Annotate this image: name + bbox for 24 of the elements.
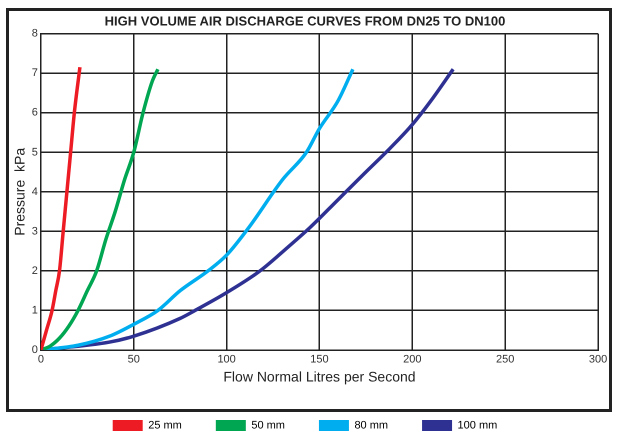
line-series [40,67,160,350]
y-tick-label: 7 [32,67,38,80]
y-tick-label: 4 [32,186,38,198]
legend-label: 100 mm [458,420,498,432]
x-axis-title: Flow Normal Litres per Second [223,368,416,384]
y-tick-label: 6 [32,106,38,119]
x-tick-label: 300 [588,354,608,366]
line-series [40,65,82,350]
y-tick-label: 1 [32,304,38,316]
legend-label: 25 mm [148,420,182,432]
x-tick-label: 250 [496,354,514,366]
chart-title: HIGH VOLUME AIR DISCHARGE CURVES FROM DN25 TO DN100 [104,13,506,28]
x-tick-label: 50 [128,354,140,366]
y-tick-label: 0 [32,344,38,356]
y-axis-title: Pressure kPa [11,148,28,236]
x-tick-label: 100 [217,354,236,366]
x-tick-label: 150 [310,354,329,366]
legend-label: 80 mm [354,420,388,432]
y-tick-label: 5 [32,146,38,158]
y-tick-label: 8 [32,28,38,40]
legend-label: 50 mm [251,420,285,432]
y-tick-label: 3 [32,225,38,238]
y-tick-label: 2 [32,264,38,277]
x-tick-label: 200 [403,354,422,366]
